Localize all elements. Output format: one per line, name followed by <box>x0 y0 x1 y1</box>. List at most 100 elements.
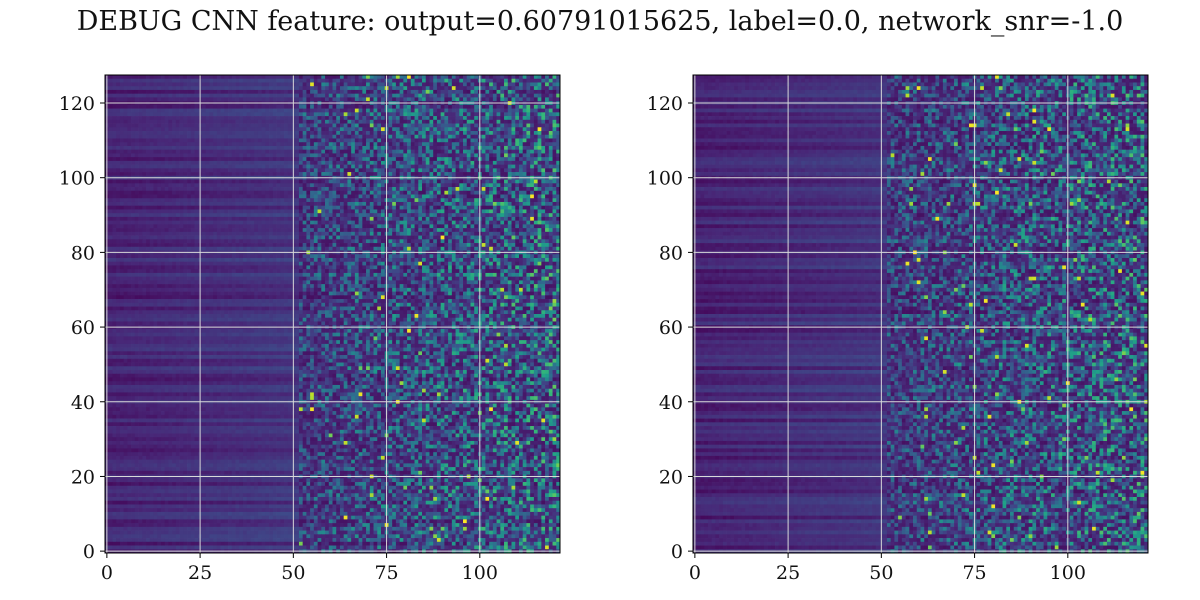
heatmap-cell <box>411 131 415 135</box>
heatmap-cell <box>459 161 463 165</box>
heatmap-cell <box>482 127 486 131</box>
heatmap-cell <box>344 168 348 172</box>
heatmap-cell <box>444 165 448 169</box>
heatmap-cell <box>109 191 113 195</box>
heatmap-cell <box>504 150 508 154</box>
heatmap-cell <box>247 97 251 101</box>
heatmap-cell <box>336 97 340 101</box>
heatmap-cell <box>374 105 378 109</box>
heatmap-cell <box>280 79 284 83</box>
heatmap-cell <box>131 142 135 146</box>
heatmap-cell <box>470 82 474 86</box>
heatmap-cell <box>224 202 228 206</box>
heatmap-cell <box>146 127 150 131</box>
heatmap-cell <box>213 168 217 172</box>
heatmap-cell <box>172 180 176 184</box>
heatmap-cell <box>254 112 258 116</box>
heatmap-cell <box>467 165 471 169</box>
heatmap-cell <box>444 221 448 225</box>
heatmap-cell <box>456 191 460 195</box>
heatmap-cell <box>415 195 419 199</box>
heatmap-cell <box>519 135 523 139</box>
heatmap-cell <box>314 112 318 116</box>
heatmap-cell <box>157 109 161 113</box>
heatmap-cell <box>258 187 262 191</box>
heatmap-cell <box>512 138 516 142</box>
heatmap-cell <box>400 127 404 131</box>
heatmap-cell <box>277 142 281 146</box>
heatmap-cell <box>288 82 292 86</box>
heatmap-cell <box>195 135 199 139</box>
heatmap-cell <box>306 112 310 116</box>
heatmap-cell <box>500 105 504 109</box>
heatmap-cell <box>232 90 236 94</box>
heatmap-cell <box>541 105 545 109</box>
heatmap-cell <box>314 131 318 135</box>
heatmap-cell <box>523 150 527 154</box>
heatmap-cell <box>150 183 154 187</box>
heatmap-cell <box>497 180 501 184</box>
heatmap-cell <box>541 79 545 83</box>
heatmap-cell <box>142 217 146 221</box>
heatmap-cell <box>161 135 165 139</box>
heatmap-cell <box>217 131 221 135</box>
heatmap-cell <box>183 180 187 184</box>
heatmap-cell <box>344 213 348 217</box>
heatmap-cell <box>325 135 329 139</box>
heatmap-cell <box>161 105 165 109</box>
heatmap-cell <box>139 131 143 135</box>
heatmap-cell <box>183 172 187 176</box>
heatmap-cell <box>366 97 370 101</box>
heatmap-cell <box>262 209 266 213</box>
heatmap-cell <box>355 153 359 157</box>
heatmap-cell <box>191 150 195 154</box>
heatmap-cell <box>109 112 113 116</box>
heatmap-cell <box>411 165 415 169</box>
heatmap-cell <box>284 165 288 169</box>
heatmap-cell <box>318 127 322 131</box>
heatmap-cell <box>530 94 534 98</box>
heatmap-cell <box>262 120 266 124</box>
heatmap-cell <box>422 161 426 165</box>
heatmap-cell <box>243 131 247 135</box>
heatmap-cell <box>422 150 426 154</box>
heatmap-cell <box>262 109 266 113</box>
heatmap-cell <box>139 198 143 202</box>
heatmap-cell <box>153 157 157 161</box>
heatmap-cell <box>545 79 549 83</box>
heatmap-cell <box>459 217 463 221</box>
heatmap-cell <box>120 183 124 187</box>
heatmap-cell <box>288 105 292 109</box>
heatmap-cell <box>407 153 411 157</box>
heatmap-cell <box>396 116 400 120</box>
heatmap-cell <box>482 150 486 154</box>
heatmap-cell <box>340 86 344 90</box>
heatmap-cell <box>482 105 486 109</box>
heatmap-cell <box>131 75 135 79</box>
heatmap-cell <box>236 187 240 191</box>
heatmap-cell <box>407 142 411 146</box>
heatmap-cell <box>124 206 128 210</box>
heatmap-cell <box>109 94 113 98</box>
heatmap-cell <box>515 153 519 157</box>
heatmap-cell <box>355 187 359 191</box>
heatmap-cell <box>131 138 135 142</box>
heatmap-cell <box>474 116 478 120</box>
heatmap-cell <box>526 213 530 217</box>
heatmap-cell <box>470 180 474 184</box>
heatmap-cell <box>347 94 351 98</box>
heatmap-cell <box>295 109 299 113</box>
heatmap-cell <box>206 135 210 139</box>
heatmap-cell <box>467 150 471 154</box>
heatmap-cell <box>180 195 184 199</box>
heatmap-cell <box>228 97 232 101</box>
heatmap-cell <box>500 94 504 98</box>
heatmap-cell <box>243 138 247 142</box>
heatmap-cell <box>157 127 161 131</box>
heatmap-cell <box>403 112 407 116</box>
heatmap-cell <box>161 116 165 120</box>
heatmap-cell <box>329 116 333 120</box>
heatmap-cell <box>112 195 116 199</box>
heatmap-cell <box>146 112 150 116</box>
heatmap-cell <box>489 213 493 217</box>
